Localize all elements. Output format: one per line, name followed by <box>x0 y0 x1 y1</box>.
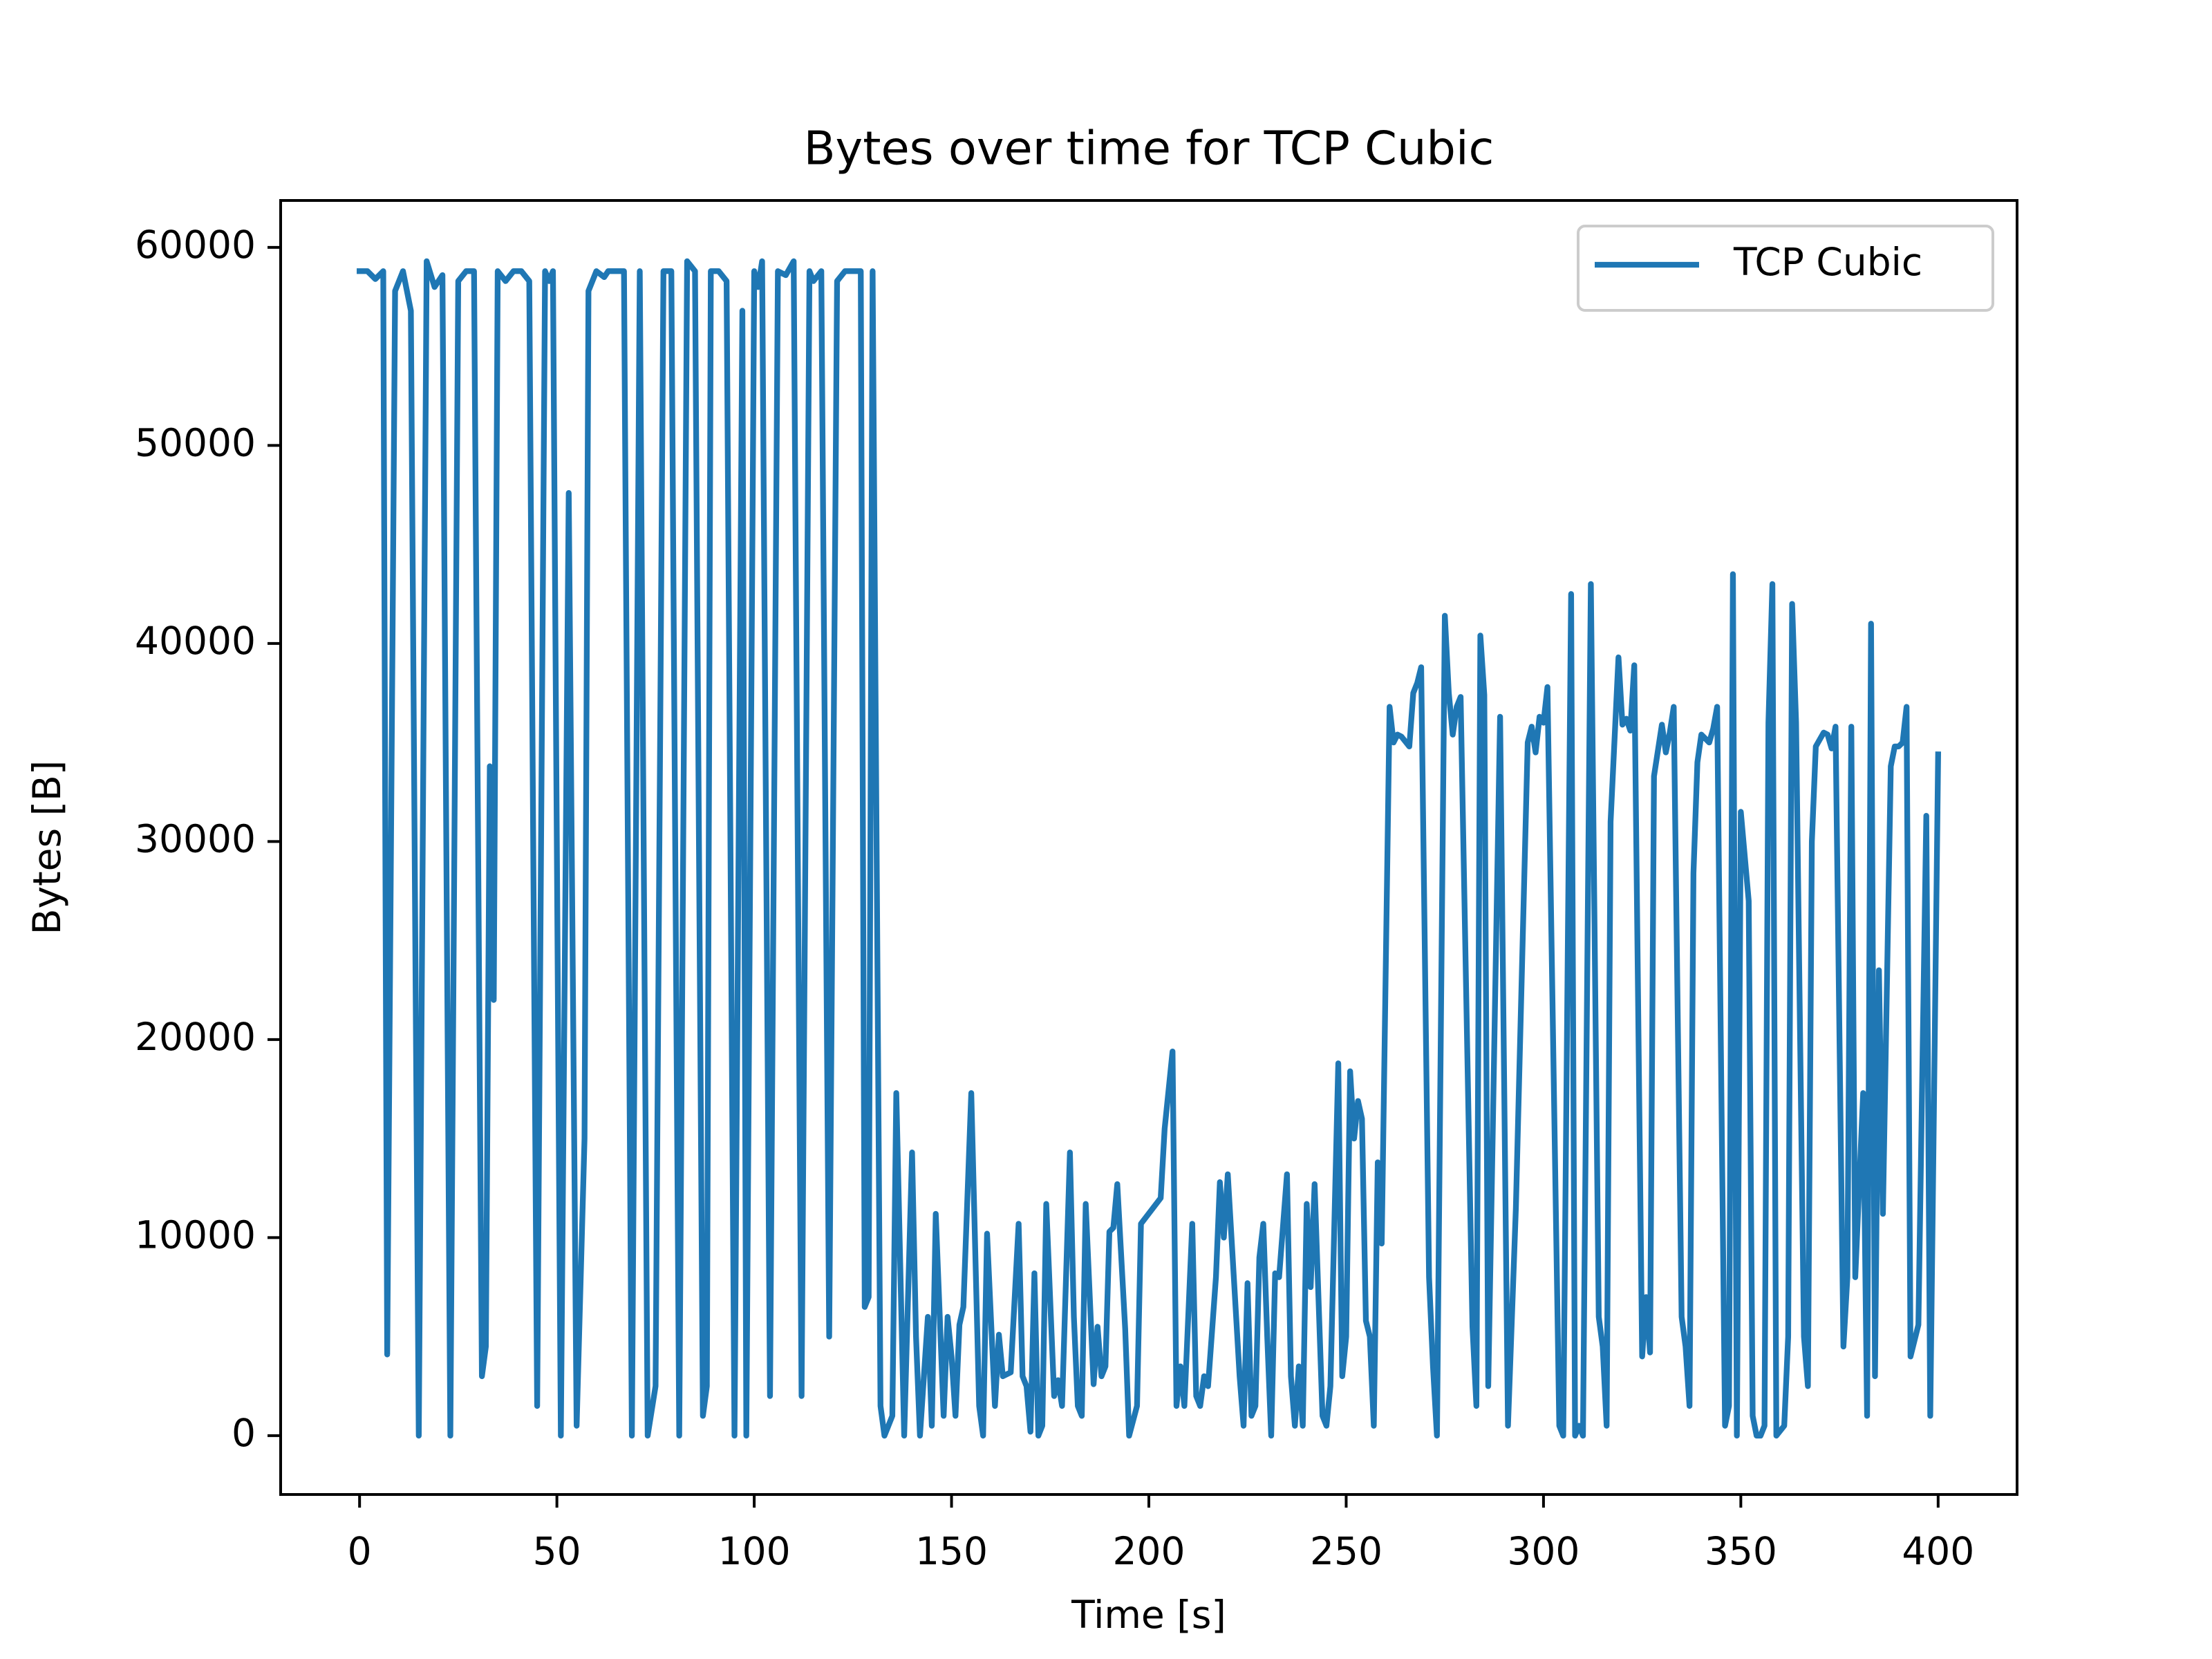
x-tick-label: 100 <box>718 1529 791 1573</box>
y-tick-label: 0 <box>232 1411 256 1455</box>
x-tick-label: 200 <box>1113 1529 1185 1573</box>
x-tick-label: 250 <box>1310 1529 1382 1573</box>
data-line <box>357 258 1942 1439</box>
legend-box <box>1577 225 1994 312</box>
y-tick-label: 50000 <box>135 421 256 465</box>
y-tick-label: 10000 <box>135 1213 256 1257</box>
x-tick-label: 350 <box>1705 1529 1777 1573</box>
y-tick-label: 60000 <box>135 223 256 267</box>
x-tick-label: 0 <box>348 1529 372 1573</box>
chart-title: Bytes over time for TCP Cubic <box>804 122 1494 176</box>
legend-label: TCP Cubic <box>1733 240 1922 284</box>
y-tick-label: 30000 <box>135 817 256 861</box>
y-tick-label: 20000 <box>135 1015 256 1059</box>
x-tick-label: 150 <box>915 1529 988 1573</box>
y-axis-label: Bytes [B] <box>25 760 69 935</box>
y-tick-label: 40000 <box>135 619 256 663</box>
x-tick-label: 50 <box>533 1529 581 1573</box>
x-tick-label: 300 <box>1507 1529 1580 1573</box>
x-axis-label: Time [s] <box>1071 1593 1226 1637</box>
axes-frame <box>279 199 2018 1496</box>
x-tick-label: 400 <box>1902 1529 1974 1573</box>
